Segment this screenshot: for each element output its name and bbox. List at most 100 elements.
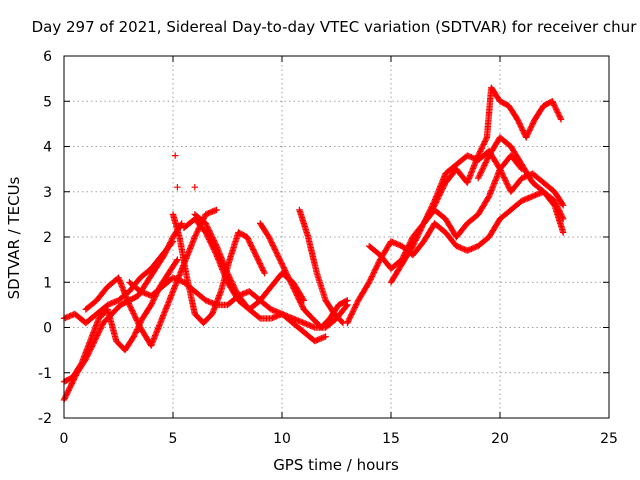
- track-8-point: [206, 228, 213, 236]
- track-4-point: [135, 321, 143, 328]
- track-11-point: [346, 315, 353, 322]
- track-8-point: [202, 220, 209, 227]
- track-8-point: [227, 275, 234, 283]
- x-tick-label: 25: [600, 431, 618, 447]
- y-tick-label: 3: [43, 185, 52, 201]
- track-14-point: [440, 182, 448, 189]
- track-15-point: [556, 207, 563, 214]
- track-9-point: [291, 288, 299, 295]
- track-8-point: [225, 271, 232, 278]
- track-3-point: [174, 256, 181, 263]
- track-9-point: [270, 243, 277, 250]
- axis-ticks: 0 5 10 15 20 25 -2 -1 0 1 2 3 4 5 6: [38, 49, 618, 447]
- track-9-point: [291, 286, 298, 294]
- track-3-point: [81, 352, 88, 359]
- track-15-point: [559, 214, 566, 221]
- track-2-point: [98, 324, 105, 331]
- x-axis-label: GPS time / hours: [273, 456, 399, 474]
- track-15-point: [481, 162, 488, 169]
- track-13-point: [504, 181, 511, 188]
- track-13-point: [500, 173, 507, 180]
- track-6-point: [257, 261, 264, 268]
- track-4-point: [130, 310, 137, 317]
- track-2-point: [178, 220, 185, 227]
- y-tick-label: 2: [43, 230, 52, 246]
- track-8-point: [205, 227, 213, 234]
- track-9-point: [297, 300, 305, 307]
- track-8-point: [233, 289, 241, 297]
- track-13-point: [505, 182, 512, 190]
- track-4-point: [134, 318, 141, 325]
- track-14-point: [483, 135, 490, 142]
- track-15-point: [477, 170, 484, 178]
- track-11-point: [346, 314, 354, 321]
- track-4-point: [213, 206, 220, 214]
- track-14-point: [551, 103, 559, 110]
- track-15-point: [482, 159, 489, 166]
- track-14-point: [517, 123, 524, 130]
- track-2-point: [98, 322, 106, 329]
- track-14-point: [481, 138, 489, 145]
- track-3-point: [150, 297, 157, 304]
- track-4-point: [117, 278, 124, 286]
- track-6-point: [243, 233, 251, 241]
- track-11-point: [353, 300, 361, 307]
- track-9-point: [283, 271, 291, 278]
- track-3-point: [131, 330, 139, 337]
- track-14-point: [433, 197, 440, 205]
- track-9-point: [275, 254, 283, 262]
- track-14-point: [554, 109, 561, 116]
- track-6-point: [246, 239, 253, 246]
- track-15-point: [475, 173, 483, 180]
- track-13-point: [501, 175, 508, 183]
- track-12-point: [485, 194, 492, 201]
- track-4-point: [131, 311, 138, 318]
- track-8-point: [230, 282, 237, 290]
- track-3-point: [149, 298, 156, 306]
- track-15-point: [481, 160, 489, 168]
- y-tick-label: -1: [38, 366, 52, 382]
- track-14-point: [516, 121, 524, 129]
- track-2-point: [166, 240, 173, 248]
- track-3-point: [133, 327, 140, 335]
- track-11-point: [350, 307, 357, 314]
- track-9-point: [298, 302, 305, 309]
- track-8-point: [210, 237, 218, 244]
- track-13-point: [412, 237, 419, 244]
- track-9-point: [281, 267, 289, 274]
- track-4-point: [133, 317, 141, 324]
- track-4-point: [194, 228, 201, 235]
- track-6-point: [255, 257, 262, 264]
- grid-lines: [64, 56, 609, 418]
- track-2-point: [162, 249, 169, 256]
- track-13-point: [417, 227, 424, 234]
- track-15-point: [554, 203, 561, 210]
- track-11-point: [375, 259, 382, 266]
- track-13-point: [410, 241, 417, 248]
- track-4-point: [128, 305, 135, 313]
- data-points: [60, 84, 567, 404]
- track-8-point: [231, 284, 238, 291]
- track-4-point: [133, 315, 140, 323]
- track-3-point: [173, 257, 180, 265]
- track-13-point: [559, 200, 566, 208]
- track-2-point: [163, 247, 170, 255]
- track-4-point: [126, 303, 134, 310]
- track-13-point: [416, 228, 423, 236]
- track-9-point: [265, 233, 273, 241]
- track-4-point: [124, 297, 131, 304]
- track-6-point: [250, 247, 257, 255]
- track-9-point: [268, 239, 275, 246]
- track-8-point: [203, 221, 210, 228]
- track-13-point: [419, 223, 426, 230]
- x-tick-label: 15: [382, 431, 400, 447]
- track-4-point: [121, 288, 128, 296]
- track-14-point: [476, 149, 483, 156]
- track-11-point: [373, 263, 380, 270]
- track-15-point: [479, 166, 486, 173]
- track-14-point: [523, 132, 530, 140]
- track-9-point: [274, 251, 281, 259]
- track-14-point: [435, 193, 442, 200]
- track-15-point: [483, 158, 490, 165]
